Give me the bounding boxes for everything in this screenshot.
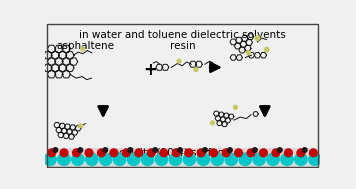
Circle shape [169,153,182,165]
Circle shape [128,148,132,152]
Bar [48,148,317,167]
Circle shape [127,153,140,165]
Circle shape [73,149,80,157]
Circle shape [255,36,260,40]
Circle shape [297,149,305,157]
Circle shape [177,59,181,63]
Circle shape [53,148,58,152]
Circle shape [284,149,292,157]
Circle shape [225,153,237,165]
Circle shape [147,149,155,157]
Circle shape [309,153,321,165]
Circle shape [183,153,195,165]
Circle shape [295,153,307,165]
Text: asphaltene: asphaltene [57,41,114,51]
Circle shape [197,153,210,165]
Text: in water and toluene dielectric solvents: in water and toluene dielectric solvents [79,30,286,40]
Circle shape [277,148,282,152]
Circle shape [160,149,168,157]
Circle shape [197,149,205,157]
Circle shape [185,149,193,157]
Circle shape [178,148,182,152]
Circle shape [281,153,293,165]
Circle shape [98,149,105,157]
Circle shape [194,67,198,71]
Circle shape [267,153,279,165]
Circle shape [203,148,207,152]
Circle shape [86,153,98,165]
Circle shape [78,148,83,152]
Circle shape [253,153,265,165]
Text: resin: resin [170,41,195,51]
Circle shape [234,105,237,109]
Circle shape [60,149,68,157]
Circle shape [135,149,143,157]
Circle shape [103,148,108,152]
Circle shape [81,47,85,51]
Circle shape [246,51,250,55]
Circle shape [235,149,242,157]
Circle shape [114,153,126,165]
Circle shape [48,149,56,157]
Circle shape [265,47,269,52]
Circle shape [227,148,232,152]
Circle shape [303,148,307,152]
Text: calcite (10.4) surface: calcite (10.4) surface [119,147,230,157]
Circle shape [222,149,230,157]
Circle shape [110,149,118,157]
Circle shape [100,153,112,165]
Circle shape [141,153,154,165]
Circle shape [155,153,168,165]
Circle shape [309,149,317,157]
Circle shape [260,149,267,157]
Circle shape [247,149,255,157]
Circle shape [79,124,83,128]
Text: +: + [143,61,157,79]
Circle shape [44,153,56,165]
Circle shape [272,149,280,157]
Circle shape [58,153,70,165]
Circle shape [211,153,224,165]
Circle shape [153,148,157,152]
Circle shape [172,149,180,157]
Circle shape [252,148,257,152]
Circle shape [72,153,84,165]
Circle shape [85,149,93,157]
Circle shape [122,149,130,157]
Circle shape [210,121,214,125]
Circle shape [239,153,251,165]
Circle shape [210,149,218,157]
